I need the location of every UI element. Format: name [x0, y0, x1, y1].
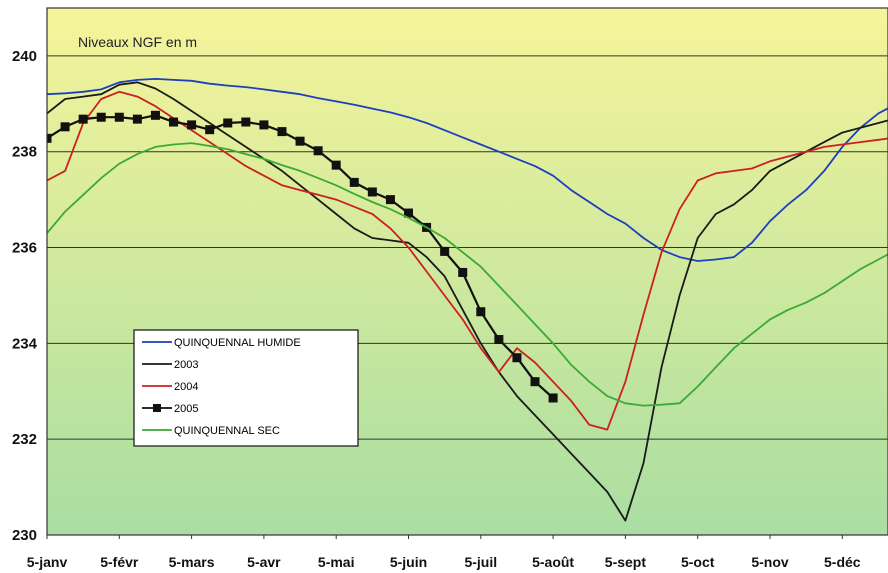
- data-point-2005: [313, 146, 323, 156]
- data-point-2005: [494, 335, 504, 345]
- x-tick-label: 5-juil: [464, 554, 497, 570]
- x-tick-label: 5-nov: [751, 554, 789, 570]
- x-axis: 5-janv 5-févr 5-mars 5-avr 5-mai 5-juin 5-juil…: [27, 535, 861, 570]
- series-line-2003: [47, 81, 888, 522]
- legend-label-2003: 2003: [174, 359, 198, 371]
- data-point-2005: [476, 307, 486, 317]
- x-tick-label: 5-juin: [390, 554, 427, 570]
- x-tick-label: 5-oct: [681, 554, 715, 570]
- data-point-2005: [404, 208, 413, 218]
- legend-label-2005: 2005: [174, 403, 198, 415]
- legend-box: [133, 329, 359, 447]
- data-point-2005: [60, 122, 70, 132]
- data-point-2005: [187, 120, 197, 130]
- data-point-2005: [458, 267, 468, 277]
- series-layer: [47, 78, 888, 522]
- plot-area: [47, 8, 888, 535]
- data-point-2005: [440, 246, 450, 256]
- data-point-2005: [241, 117, 251, 127]
- y-tick-label: 234: [12, 335, 38, 352]
- data-point-2005: [512, 353, 522, 363]
- legend-marker-2005: [153, 404, 161, 412]
- data-point-2005: [385, 195, 395, 205]
- data-point-2005: [223, 118, 233, 128]
- data-point-2005: [96, 112, 106, 122]
- data-point-2005: [205, 125, 215, 135]
- data-point-2005: [548, 393, 558, 403]
- axis-annotation: Niveaux NGF en m: [78, 34, 197, 50]
- y-tick-label: 230: [12, 527, 37, 544]
- y-tick-label: 238: [12, 144, 37, 161]
- series-line-quinquennal-sec: [47, 142, 888, 407]
- x-tick-label: 5-avr: [247, 554, 281, 570]
- legend-label-quinquennal-sec: QUINQUENNAL SEC: [174, 425, 280, 437]
- legend: QUINQUENNAL HUMIDE 2003 2004 2005 QUINQUENNA…: [133, 329, 359, 447]
- data-point-2005: [295, 136, 305, 146]
- x-tick-label: 5-févr: [100, 554, 139, 570]
- series-line-quinquennal-humide: [47, 78, 888, 262]
- x-tick-label: 5-janv: [27, 554, 68, 570]
- y-tick-label: 240: [12, 48, 37, 65]
- data-point-2005: [331, 160, 341, 170]
- data-point-2005: [78, 114, 88, 124]
- data-point-2005: [114, 112, 124, 122]
- y-axis: 230 232 234 236 238 240: [12, 48, 38, 544]
- x-tick-label: 5-août: [532, 554, 574, 570]
- x-tick-label: 5-mars: [169, 554, 215, 570]
- plot-border: [46, 7, 888, 536]
- x-tick-label: 5-sept: [605, 554, 647, 570]
- data-point-2005: [349, 177, 359, 187]
- series-line-2004: [47, 90, 888, 431]
- data-point-2005: [169, 117, 179, 127]
- legend-label-2004: 2004: [174, 381, 198, 393]
- data-point-2005: [530, 377, 540, 387]
- data-point-2005: [367, 187, 377, 197]
- data-point-2005: [277, 127, 287, 137]
- x-tick-label: 5-mai: [318, 554, 355, 570]
- data-point-2005: [132, 114, 142, 124]
- data-point-2005: [259, 120, 269, 130]
- data-point-2005: [150, 110, 160, 120]
- legend-label-quinquennal-humide: QUINQUENNAL HUMIDE: [174, 337, 301, 349]
- y-tick-label: 236: [12, 240, 37, 257]
- y-tick-label: 232: [12, 431, 37, 448]
- x-tick-label: 5-déc: [824, 554, 861, 570]
- data-point-2005: [47, 133, 52, 143]
